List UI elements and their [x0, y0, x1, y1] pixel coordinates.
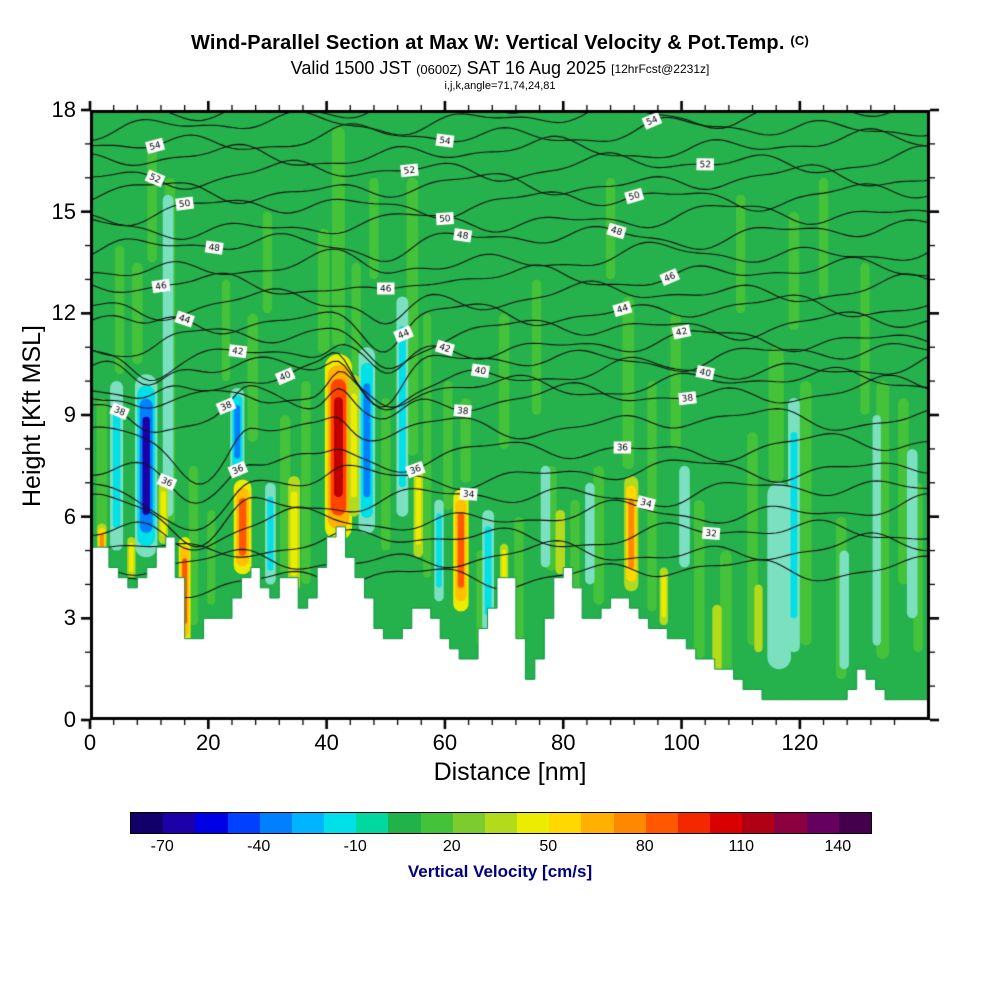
colorbar — [130, 812, 872, 834]
colorbar-segment — [227, 813, 260, 833]
colorbar-segment — [356, 813, 389, 833]
colorbar-segment — [710, 813, 743, 833]
x-tick-label: 20 — [196, 730, 221, 755]
colorbar-tick-label: 80 — [635, 838, 654, 855]
x-tick-label: 40 — [314, 730, 339, 755]
chart-subtitle: Valid 1500 JST (0600Z) SAT 16 Aug 2025 [… — [0, 58, 1000, 79]
x-axis-tick-labels: 0 20 40 60 80 100 120 — [84, 730, 930, 756]
x-axis-title: Distance [nm] — [433, 758, 587, 786]
colorbar-title: Vertical Velocity [cm/s] — [407, 862, 593, 881]
colorbar-segment — [645, 813, 678, 833]
colorbar-segment — [131, 813, 164, 833]
x-tick-label: 120 — [781, 730, 819, 755]
colorbar-tick-label: 20 — [442, 838, 461, 855]
colorbar-tick-label: 140 — [824, 838, 852, 855]
colorbar-segment — [324, 813, 357, 833]
valid-zulu-text: (0600Z) — [416, 62, 462, 77]
colorbar-segment — [838, 813, 871, 833]
chart-title-text: Wind-Parallel Section at Max W: Vertical… — [190, 32, 785, 54]
x-tick-label: 60 — [432, 730, 458, 755]
colorbar-segment — [774, 813, 807, 833]
cross-section-plot — [80, 100, 942, 732]
colorbar-segment — [291, 813, 325, 833]
colorbar-segment — [613, 813, 646, 833]
colorbar-tick-label: 50 — [539, 838, 558, 855]
y-tick-label: 15 — [51, 198, 76, 224]
colorbar-tick-label: -10 — [343, 838, 367, 855]
y-axis-tick-labels: 0 3 6 9 12 15 18 — [14, 97, 76, 732]
colorbar-segment — [484, 813, 518, 833]
colorbar-segment — [581, 813, 614, 833]
y-tick-label: 18 — [51, 97, 76, 122]
colorbar-tick-label: -40 — [247, 838, 271, 855]
chart-meta: i,j,k,angle=71,74,24,81 — [444, 80, 556, 92]
x-tick-label: 0 — [83, 730, 97, 755]
valid-time-text: Valid 1500 JST — [290, 58, 412, 78]
colorbar-segment — [420, 813, 453, 833]
forecast-tag-text: [12hrFcst@2231z] — [611, 62, 710, 76]
colorbar-segment — [517, 813, 550, 833]
colorbar-segment — [452, 813, 485, 833]
valid-date-text: SAT 16 Aug 2025 — [466, 58, 607, 78]
colorbar-segment — [259, 813, 292, 833]
colorbar-segment — [388, 813, 421, 833]
colorbar-segment — [195, 813, 228, 833]
colorbar-tick-label: 110 — [728, 838, 755, 855]
colorbar-segment — [163, 813, 196, 833]
colorbar-segment — [806, 813, 839, 833]
y-tick-label: 6 — [63, 503, 76, 529]
y-tick-label: 3 — [63, 605, 76, 631]
y-tick-label: 0 — [63, 707, 76, 732]
colorbar-segment — [677, 813, 711, 833]
y-tick-label: 9 — [63, 402, 76, 427]
chart-title: Wind-Parallel Section at Max W: Vertical… — [0, 32, 1000, 55]
chart-title-unit: (C) — [790, 33, 810, 48]
x-tick-label: 100 — [663, 730, 700, 755]
x-tick-label: 80 — [550, 730, 576, 755]
colorbar-tick-label: -70 — [150, 838, 174, 855]
y-tick-label: 12 — [51, 300, 76, 326]
colorbar-segment — [549, 813, 582, 833]
colorbar-segment — [742, 813, 775, 833]
colorbar-tick-labels: -70 -40 -10 20 50 80 110 140 — [130, 838, 870, 858]
